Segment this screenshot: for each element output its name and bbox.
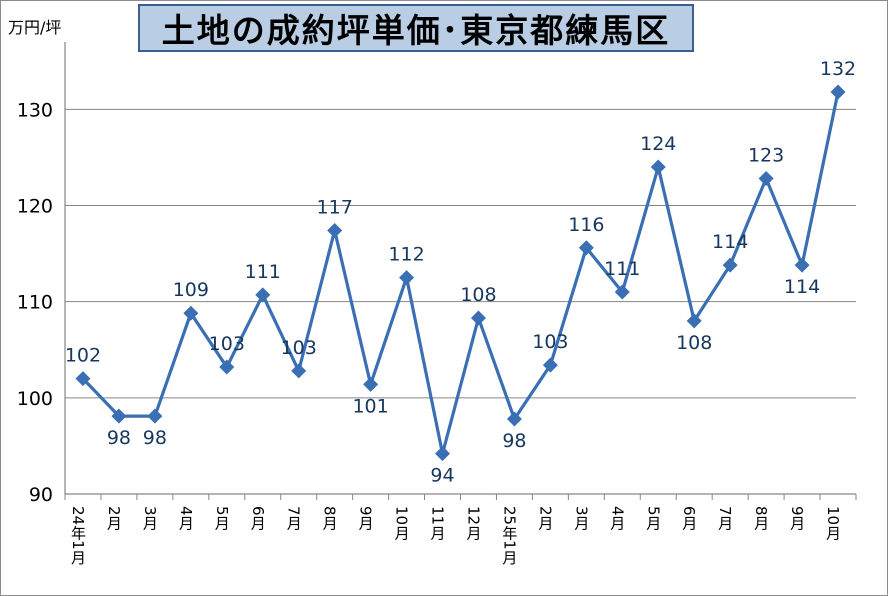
y-tick-label: 120 bbox=[17, 195, 53, 217]
data-point bbox=[219, 359, 235, 375]
data-point bbox=[291, 363, 307, 379]
x-tick-label: 6月 bbox=[249, 506, 267, 532]
x-tick-label: 9月 bbox=[788, 506, 806, 532]
data-label: 102 bbox=[65, 345, 101, 367]
x-tick-label: 10月 bbox=[393, 506, 411, 541]
x-tick-label: 9月 bbox=[357, 506, 375, 532]
data-point bbox=[722, 257, 738, 273]
x-tick-label: 25年1月 bbox=[500, 506, 518, 566]
data-label: 108 bbox=[460, 284, 496, 306]
data-point bbox=[542, 357, 558, 373]
data-point bbox=[255, 287, 271, 303]
data-label: 98 bbox=[502, 430, 526, 452]
x-tick-label: 5月 bbox=[213, 506, 231, 532]
data-point bbox=[327, 222, 343, 238]
y-tick-label: 110 bbox=[17, 292, 53, 314]
data-point bbox=[435, 446, 451, 462]
x-tick-label: 6月 bbox=[680, 506, 698, 532]
data-point bbox=[650, 159, 666, 175]
data-label: 94 bbox=[430, 465, 454, 487]
data-point bbox=[686, 313, 702, 329]
x-tick-label: 8月 bbox=[752, 506, 770, 532]
x-tick-label: 8月 bbox=[321, 506, 339, 532]
data-point bbox=[830, 84, 846, 100]
data-label: 101 bbox=[352, 395, 388, 417]
data-label: 114 bbox=[712, 231, 748, 253]
data-point bbox=[363, 376, 379, 392]
data-point bbox=[147, 408, 163, 424]
data-label: 132 bbox=[820, 58, 856, 80]
data-point bbox=[614, 284, 630, 300]
series-line bbox=[81, 91, 840, 456]
data-label: 103 bbox=[209, 333, 245, 355]
data-label: 108 bbox=[676, 332, 712, 354]
data-label: 117 bbox=[317, 196, 353, 218]
x-tick-label: 24年1月 bbox=[69, 506, 87, 566]
x-tick-label: 5月 bbox=[644, 506, 662, 532]
y-tick-label: 100 bbox=[17, 388, 53, 410]
x-tick-label: 3月 bbox=[572, 506, 590, 532]
data-point bbox=[75, 371, 91, 387]
data-point bbox=[758, 171, 774, 187]
data-point bbox=[183, 305, 199, 321]
data-label: 103 bbox=[532, 331, 568, 353]
y-tick-label: 90 bbox=[29, 484, 53, 506]
data-point bbox=[111, 408, 127, 424]
data-point bbox=[399, 270, 415, 286]
data-label: 123 bbox=[748, 145, 784, 167]
data-label: 124 bbox=[640, 133, 676, 155]
data-label: 98 bbox=[107, 427, 131, 449]
data-point bbox=[506, 411, 522, 427]
x-tick-label: 4月 bbox=[608, 506, 626, 532]
chart-title: 土地の成約坪単価･東京都練馬区 bbox=[138, 4, 694, 52]
x-tick-label: 2月 bbox=[536, 506, 554, 532]
x-tick-label: 4月 bbox=[177, 506, 195, 532]
x-tick-label: 2月 bbox=[105, 506, 123, 532]
y-tick-label: 130 bbox=[17, 99, 53, 121]
data-point bbox=[470, 310, 486, 326]
x-tick-label: 11月 bbox=[429, 506, 447, 541]
data-label: 103 bbox=[281, 337, 317, 359]
data-label: 112 bbox=[388, 244, 424, 266]
y-axis-unit-label: 万円/坪 bbox=[8, 18, 62, 37]
x-tick-label: 7月 bbox=[716, 506, 734, 532]
data-label: 114 bbox=[784, 276, 820, 298]
x-tick-label: 12月 bbox=[464, 506, 482, 541]
data-point bbox=[794, 257, 810, 273]
x-tick-label: 3月 bbox=[141, 506, 159, 532]
data-label: 109 bbox=[173, 279, 209, 301]
data-label: 111 bbox=[245, 261, 281, 283]
x-tick-label: 10月 bbox=[824, 506, 842, 541]
x-tick-label: 7月 bbox=[285, 506, 303, 532]
data-label: 98 bbox=[143, 427, 167, 449]
data-point bbox=[578, 240, 594, 256]
data-label: 116 bbox=[568, 214, 604, 236]
data-label: 111 bbox=[604, 258, 640, 280]
